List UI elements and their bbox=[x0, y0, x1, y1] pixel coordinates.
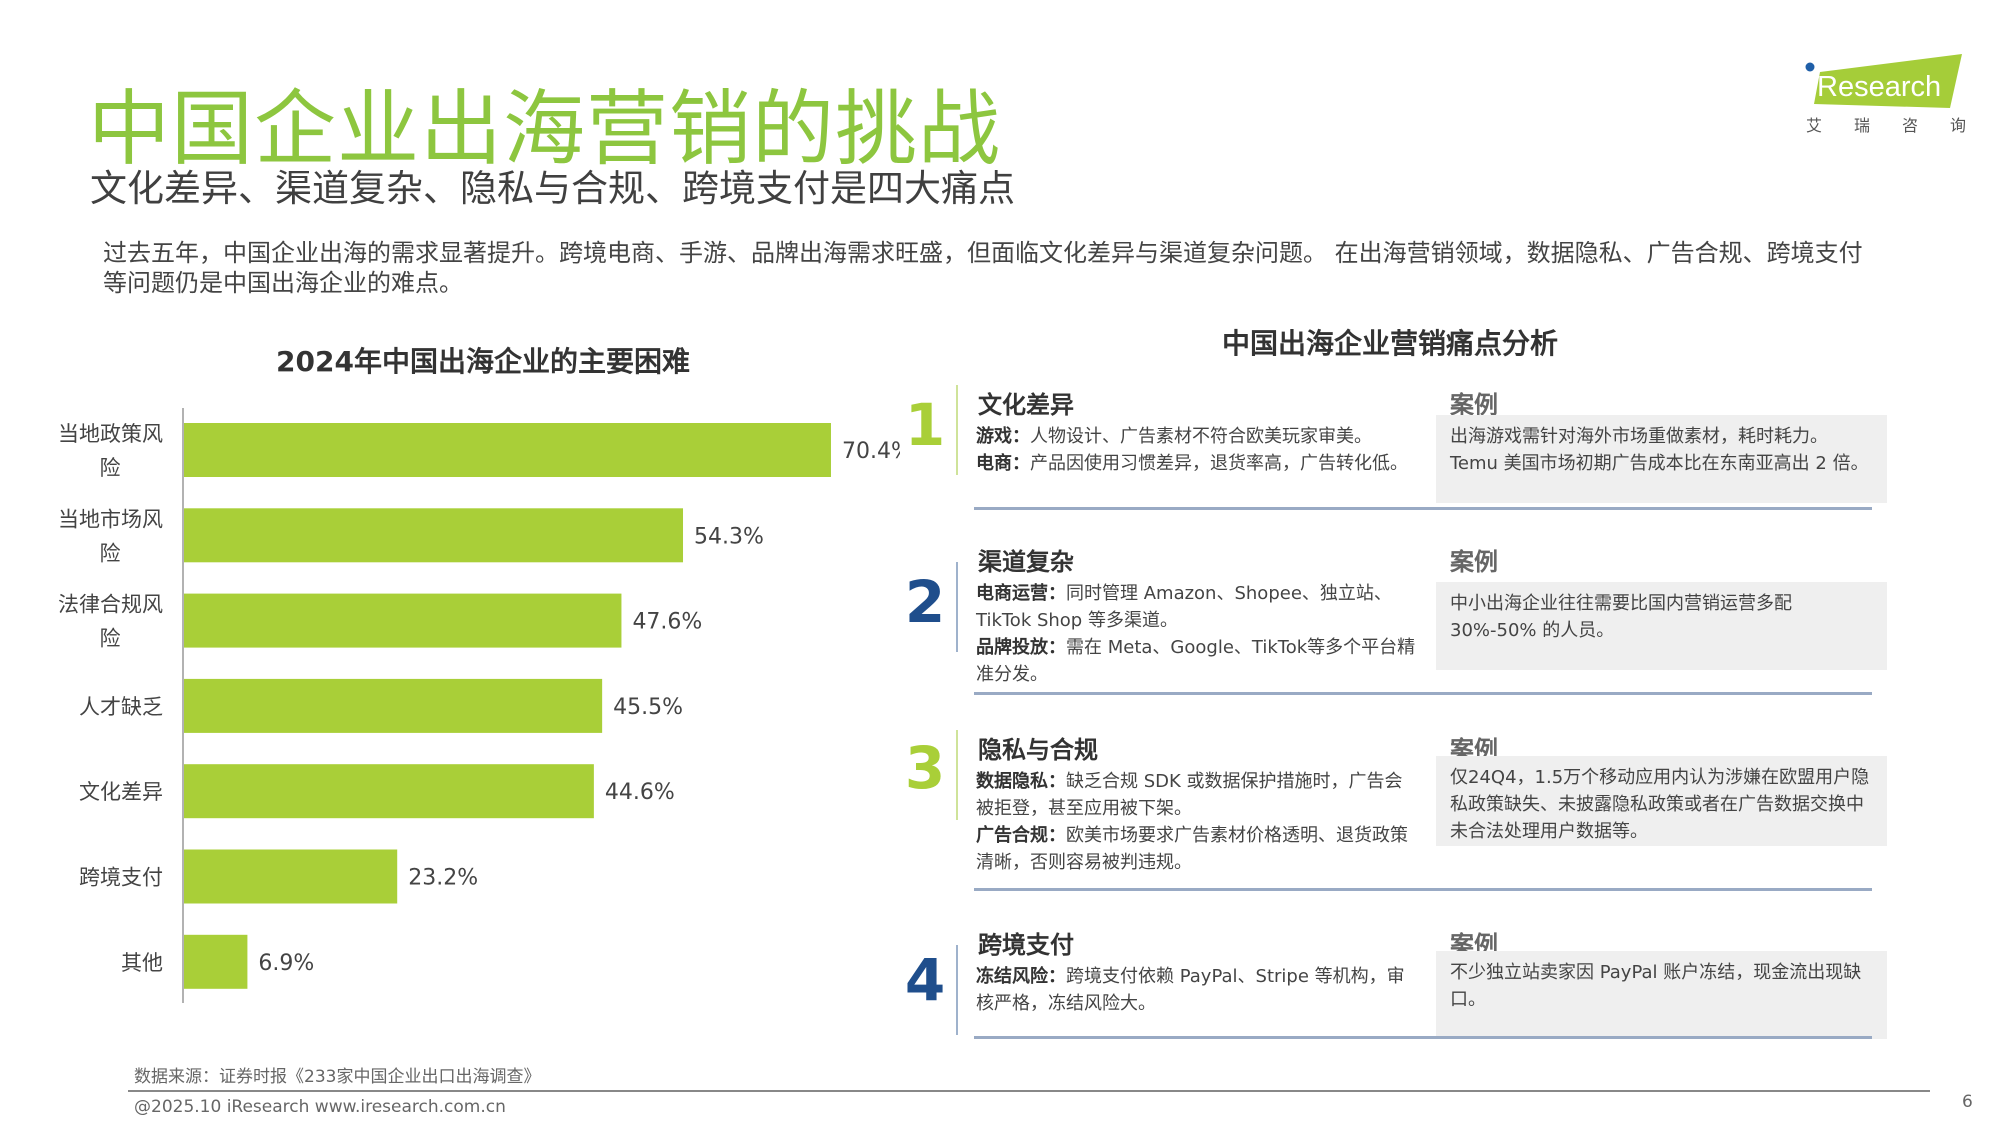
item-key: 电商运营： bbox=[976, 583, 1066, 604]
bar bbox=[184, 593, 622, 648]
pain-point-item: 电商：产品因使用习惯差异，退货率高，广告转化低。 bbox=[976, 450, 1416, 477]
section-number: 2 bbox=[904, 568, 946, 636]
pain-point-item: 广告合规：欧美市场要求广告素材价格透明、退货政策清晰，否则容易被判违规。 bbox=[976, 822, 1416, 876]
data-source: 数据来源：证券时报《233家中国企业出口出海调查》 bbox=[134, 1067, 541, 1087]
intro-paragraph: 过去五年，中国企业出海的需求显著提升。跨境电商、手游、品牌出海需求旺盛，但面临文… bbox=[103, 239, 1863, 297]
case-box: 中小出海企业往往需要比国内营销运营多配 30%-50% 的人员。 bbox=[1436, 582, 1887, 670]
value-label: 23.2% bbox=[408, 866, 478, 891]
item-key: 品牌投放： bbox=[976, 637, 1066, 658]
category-label: 险 bbox=[100, 456, 121, 480]
page-number: 6 bbox=[1962, 1092, 1973, 1112]
section-divider bbox=[974, 888, 1872, 891]
footer-divider bbox=[128, 1090, 1930, 1092]
category-label: 险 bbox=[100, 627, 121, 651]
case-box: 不少独立站卖家因 PayPal 账户冻结，现金流出现缺口。 bbox=[1436, 951, 1887, 1039]
section-body: 冻结风险：跨境支付依赖 PayPal、Stripe 等机构，审核严格，冻结风险大… bbox=[976, 963, 1416, 1017]
section-divider bbox=[974, 1036, 1872, 1039]
section-accent-line bbox=[956, 730, 958, 820]
pain-point-section: 3 隐私与合规 数据隐私：缺乏合规 SDK 或数据保护措施时，广告会被拒登，甚至… bbox=[900, 730, 1900, 900]
logo-char: 询 bbox=[1949, 116, 1966, 135]
item-text: 产品因使用习惯差异，退货率高，广告转化低。 bbox=[1030, 453, 1408, 474]
bar bbox=[184, 849, 398, 904]
svg-text:Research: Research bbox=[1817, 71, 1941, 103]
pain-point-item: 游戏：人物设计、广告素材不符合欧美玩家审美。 bbox=[976, 423, 1416, 450]
item-text: 需在 Meta、Google、TikTok等多个平台精准分发。 bbox=[976, 637, 1416, 685]
item-text: 缺乏合规 SDK 或数据保护措施时，广告会被拒登，甚至应用被下架。 bbox=[976, 771, 1403, 819]
pain-point-section: 4 跨境支付 冻结风险：跨境支付依赖 PayPal、Stripe 等机构，审核严… bbox=[900, 925, 1900, 1095]
category-label: 当地市场风 bbox=[58, 507, 163, 531]
bar-chart: 70.4%当地政策风险54.3%当地市场风险47.6%法律合规风险45.5%人才… bbox=[58, 408, 900, 1003]
bar bbox=[184, 423, 831, 477]
bar bbox=[184, 508, 684, 563]
item-key: 游戏： bbox=[976, 426, 1030, 447]
case-box: 出海游戏需针对海外市场重做素材，耗时耗力。Temu 美国市场初期广告成本比在东南… bbox=[1436, 415, 1887, 503]
category-label: 人才缺乏 bbox=[79, 695, 163, 719]
category-label: 当地政策风 bbox=[58, 422, 163, 446]
category-label: 险 bbox=[100, 541, 121, 565]
section-number: 1 bbox=[904, 391, 946, 459]
item-text: 同时管理 Amazon、Shopee、独立站、TikTok Shop 等多渠道。 bbox=[976, 583, 1392, 631]
pain-point-item: 数据隐私：缺乏合规 SDK 或数据保护措施时，广告会被拒登，甚至应用被下架。 bbox=[976, 768, 1416, 822]
logo-char: 艾 bbox=[1806, 116, 1823, 135]
section-body: 数据隐私：缺乏合规 SDK 或数据保护措施时，广告会被拒登，甚至应用被下架。 广告… bbox=[976, 768, 1416, 876]
section-divider bbox=[974, 507, 1872, 510]
section-accent-line bbox=[956, 385, 958, 475]
case-label: 案例 bbox=[1450, 391, 1498, 419]
pain-point-item: 电商运营：同时管理 Amazon、Shopee、独立站、TikTok Shop … bbox=[976, 580, 1416, 634]
bar bbox=[184, 678, 603, 733]
category-label: 其他 bbox=[121, 951, 163, 975]
section-accent-line bbox=[956, 562, 958, 652]
logo-char: 咨 bbox=[1901, 116, 1918, 135]
value-label: 6.9% bbox=[258, 951, 314, 976]
section-body: 游戏：人物设计、广告素材不符合欧美玩家审美。 电商：产品因使用习惯差异，退货率高，… bbox=[976, 423, 1416, 477]
pain-point-item: 品牌投放：需在 Meta、Google、TikTok等多个平台精准分发。 bbox=[976, 634, 1416, 688]
section-number: 3 bbox=[904, 734, 946, 802]
chart-title: 2024年中国出海企业的主要困难 bbox=[276, 345, 690, 378]
value-label: 45.5% bbox=[613, 695, 683, 720]
section-accent-line bbox=[956, 945, 958, 1035]
case-box: 仅24Q4，1.5万个移动应用内认为涉嫌在欧盟用户隐私政策缺失、未披露隐私政策或… bbox=[1436, 756, 1887, 846]
value-label: 47.6% bbox=[632, 610, 702, 635]
section-number: 4 bbox=[904, 946, 946, 1014]
pain-point-item: 冻结风险：跨境支付依赖 PayPal、Stripe 等机构，审核严格，冻结风险大… bbox=[976, 963, 1416, 1017]
section-divider bbox=[974, 692, 1872, 695]
value-label: 44.6% bbox=[605, 780, 675, 805]
category-label: 跨境支付 bbox=[79, 866, 163, 890]
item-key: 电商： bbox=[976, 453, 1030, 474]
item-key: 广告合规： bbox=[976, 825, 1066, 846]
pain-point-section: 2 渠道复杂 电商运营：同时管理 Amazon、Shopee、独立站、TikTo… bbox=[900, 542, 1900, 712]
section-title: 文化差异 bbox=[978, 391, 1074, 419]
case-label: 案例 bbox=[1450, 548, 1498, 576]
copyright: @2025.10 iResearch www.iresearch.com.cn bbox=[134, 1097, 506, 1117]
iresearch-logo: Research bbox=[1800, 50, 1970, 140]
bar bbox=[184, 764, 594, 819]
section-body: 电商运营：同时管理 Amazon、Shopee、独立站、TikTok Shop … bbox=[976, 580, 1416, 688]
analysis-title: 中国出海企业营销痛点分析 bbox=[1221, 327, 1558, 360]
logo-char: 瑞 bbox=[1853, 116, 1870, 135]
item-text: 欧美市场要求广告素材价格透明、退货政策清晰，否则容易被判违规。 bbox=[976, 825, 1408, 873]
value-label: 54.3% bbox=[694, 524, 764, 549]
category-label: 文化差异 bbox=[79, 780, 163, 804]
section-title: 跨境支付 bbox=[978, 931, 1074, 959]
item-key: 冻结风险： bbox=[976, 966, 1066, 987]
section-title: 隐私与合规 bbox=[978, 736, 1098, 764]
value-label: 70.4% bbox=[842, 439, 900, 464]
page-subtitle: 文化差异、渠道复杂、隐私与合规、跨境支付是四大痛点 bbox=[90, 167, 1015, 210]
pain-point-section: 1 文化差异 游戏：人物设计、广告素材不符合欧美玩家审美。 电商：产品因使用习惯差… bbox=[900, 385, 1900, 555]
item-text: 跨境支付依赖 PayPal、Stripe 等机构，审核严格，冻结风险大。 bbox=[976, 966, 1405, 1014]
item-key: 数据隐私： bbox=[976, 771, 1066, 792]
bar bbox=[184, 934, 248, 989]
item-text: 人物设计、广告素材不符合欧美玩家审美。 bbox=[1030, 426, 1372, 447]
section-title: 渠道复杂 bbox=[978, 548, 1074, 576]
category-label: 法律合规风 bbox=[58, 593, 163, 617]
page-title: 中国企业出海营销的挑战 bbox=[88, 82, 1002, 177]
logo-chinese-name: 艾 瑞 咨 询 bbox=[1806, 112, 1966, 136]
